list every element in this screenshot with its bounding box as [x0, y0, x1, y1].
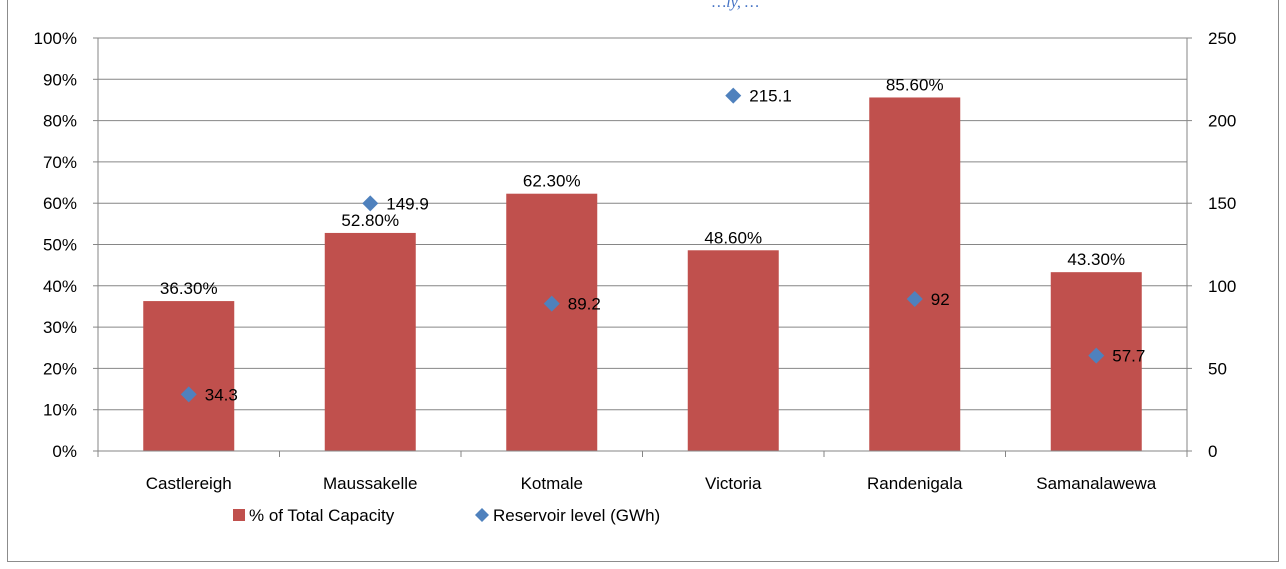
bar-data-label: 85.60% [886, 75, 944, 94]
bar-data-label: 52.80% [341, 211, 399, 230]
category-label: Victoria [705, 474, 762, 493]
right-tick-label: 100 [1208, 277, 1236, 296]
right-tick-label: 200 [1208, 112, 1236, 131]
bar-data-label: 43.30% [1067, 250, 1125, 269]
left-tick-label: 100% [34, 29, 77, 48]
marker-data-label: 89.2 [568, 295, 601, 314]
category-labels: Castlereigh Maussakelle Kotmale Victoria Ran… [146, 474, 1157, 493]
legend-bar-label: % of Total Capacity [249, 506, 395, 525]
bar-data-labels: 36.30% 52.80% 62.30% 48.60% 85.60% 43.30% [160, 75, 1125, 298]
marker-point [725, 87, 742, 104]
left-tick-label: 70% [43, 153, 77, 172]
category-label: Castlereigh [146, 474, 232, 493]
left-tick-label: 30% [43, 318, 77, 337]
bar [324, 232, 416, 451]
marker-point [1088, 347, 1105, 364]
bar [869, 97, 961, 452]
right-tick-label: 150 [1208, 194, 1236, 213]
left-tick-label: 50% [43, 236, 77, 255]
right-axis-ticks: 0 50 100 150 200 250 [1208, 29, 1236, 461]
category-label: Maussakelle [323, 474, 418, 493]
legend-diamond-marker [475, 508, 489, 522]
right-tick-label: 250 [1208, 29, 1236, 48]
legend-bar-swatch [233, 509, 245, 521]
legend-marker-label: Reservoir level (GWh) [493, 506, 660, 525]
marker-point [362, 195, 379, 212]
left-tick-label: 90% [43, 70, 77, 89]
chart-title-fragment: …ly, … [712, 0, 759, 11]
left-tick-label: 20% [43, 359, 77, 378]
gridlines [98, 37, 1187, 411]
marker-series [180, 87, 1105, 403]
left-tick-label: 80% [43, 112, 77, 131]
left-tick-label: 10% [43, 401, 77, 420]
left-tick-label: 60% [43, 194, 77, 213]
right-tick-label: 0 [1208, 442, 1217, 461]
marker-data-label: 149.9 [386, 194, 429, 213]
marker-data-label: 57.7 [1112, 347, 1145, 366]
left-tick-label: 0% [52, 442, 77, 461]
left-axis-ticks: 0% 10% 20% 30% 40% 50% 60% 70% 80% 90% 100% [34, 29, 77, 461]
bar-series [143, 97, 1142, 452]
category-label: Randenigala [867, 474, 963, 493]
category-label: Kotmale [521, 474, 583, 493]
marker-data-label: 34.3 [205, 385, 238, 404]
bar-data-label: 62.30% [523, 172, 581, 191]
marker-point [906, 291, 923, 308]
left-tick-label: 40% [43, 277, 77, 296]
bar [687, 250, 779, 451]
right-tick-label: 50 [1208, 359, 1227, 378]
marker-point [543, 295, 560, 312]
marker-data-labels: 34.3 149.9 89.2 215.1 92 57.7 [205, 87, 1146, 405]
legend: % of Total Capacity Reservoir level (GWh) [233, 506, 660, 525]
marker-data-label: 92 [931, 290, 950, 309]
marker-point [180, 386, 197, 403]
bar [143, 301, 235, 451]
marker-data-label: 215.1 [749, 87, 792, 106]
bar-data-label: 48.60% [704, 228, 762, 247]
bar [506, 193, 598, 452]
axes [93, 37, 1192, 457]
category-label: Samanalawewa [1036, 474, 1157, 493]
bar-data-label: 36.30% [160, 279, 218, 298]
